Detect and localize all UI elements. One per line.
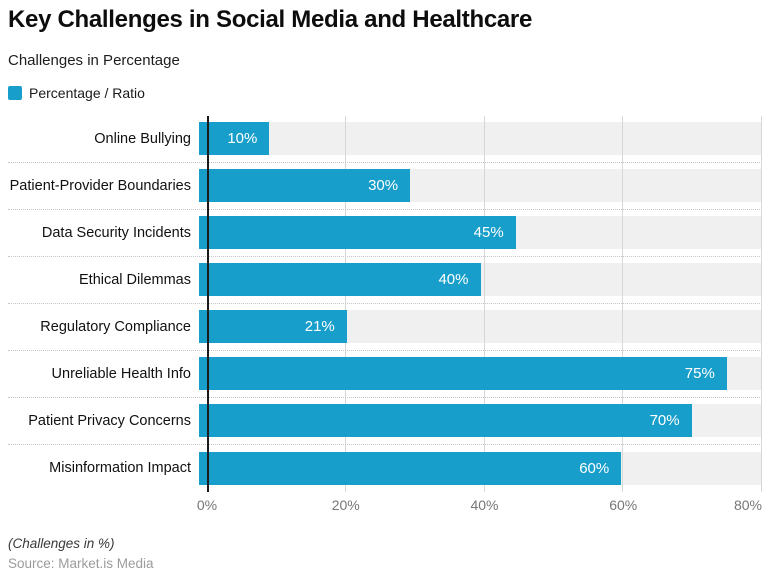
plot-cell: 75% (199, 351, 762, 397)
category-axis-label: Ethical Dilemmas (79, 271, 191, 288)
bar-track: 60% (199, 451, 762, 485)
category-axis-label: Patient Privacy Concerns (28, 412, 191, 429)
chart-row: Patient-Provider Boundaries 30% (8, 163, 762, 210)
bar-track: 70% (199, 404, 762, 438)
value-axis-tick-label: 40% (470, 496, 499, 513)
category-axis-label: Data Security Incidents (41, 224, 191, 241)
plot-cell: 21% (199, 304, 762, 350)
chart-row: Online Bullying 10% (8, 116, 762, 163)
bar-track: 75% (199, 357, 762, 391)
legend-swatch-icon[interactable] (8, 85, 22, 100)
bar[interactable]: 75% (199, 357, 727, 391)
plot-cell: 30% (199, 163, 762, 209)
bar[interactable]: 70% (199, 404, 692, 438)
value-axis-tick-label: 60% (609, 496, 638, 513)
bar-value-label: 10% (227, 130, 258, 148)
bar-track: 30% (199, 169, 762, 203)
legend: Percentage / Ratio (8, 85, 762, 101)
bar-value-label: 40% (438, 271, 469, 289)
value-axis-tick-label: 80% (733, 496, 762, 513)
chart-row: Patient Privacy Concerns 70% (8, 398, 762, 445)
bar[interactable]: 45% (199, 216, 516, 250)
plot-cell: 70% (199, 398, 762, 444)
bar-chart: Online Bullying 10% Patient-Provider Bou… (8, 115, 762, 492)
source-text: Source: Market.is Media (8, 555, 154, 571)
bar-value-label: 60% (579, 459, 610, 477)
category-axis-label: Patient-Provider Boundaries (9, 177, 191, 194)
value-axis-tick-label: 0% (196, 496, 218, 513)
plot-cell: 40% (199, 257, 762, 303)
bar-track: 45% (199, 216, 762, 250)
chart-rows: Online Bullying 10% Patient-Provider Bou… (8, 116, 762, 492)
bar-value-label: 21% (304, 318, 335, 336)
bar-track: 40% (199, 263, 762, 297)
plot-cell: 10% (199, 116, 762, 162)
bar[interactable]: 21% (199, 310, 347, 344)
chart-row: Data Security Incidents 45% (8, 210, 762, 257)
chart-row: Misinformation Impact 60% (8, 445, 762, 492)
category-axis-label: Regulatory Compliance (40, 318, 191, 335)
chart-card: Key Challenges in Social Media and Healt… (8, 6, 762, 571)
legend-label[interactable]: Percentage / Ratio (29, 84, 145, 101)
category-axis-label: Online Bullying (94, 130, 191, 147)
chart-subtitle: Challenges in Percentage (8, 51, 180, 69)
category-axis-label: Unreliable Health Info (51, 365, 191, 382)
bar-value-label: 75% (684, 365, 715, 383)
bar[interactable]: 30% (199, 169, 411, 203)
bar-track: 10% (199, 122, 762, 156)
footnote: (Challenges in %) (8, 535, 115, 551)
bar[interactable]: 60% (199, 451, 622, 485)
bar-value-label: 70% (649, 412, 680, 430)
bar[interactable]: 10% (199, 122, 270, 156)
bar[interactable]: 40% (199, 263, 481, 297)
plot-cell: 45% (199, 210, 762, 256)
bar-value-label: 30% (368, 177, 399, 195)
page-title: Key Challenges in Social Media and Healt… (8, 6, 533, 33)
chart-row: Ethical Dilemmas 40% (8, 257, 762, 304)
chart-row: Unreliable Health Info 75% (8, 351, 762, 398)
value-axis: 0% 20% 40% 60% 80% (197, 492, 762, 518)
bar-value-label: 45% (473, 224, 504, 242)
category-axis-label: Misinformation Impact (49, 460, 191, 477)
plot-cell: 60% (199, 445, 762, 492)
chart-row: Regulatory Compliance 21% (8, 304, 762, 351)
value-axis-tick-label: 20% (331, 496, 360, 513)
bar-track: 21% (199, 310, 762, 344)
